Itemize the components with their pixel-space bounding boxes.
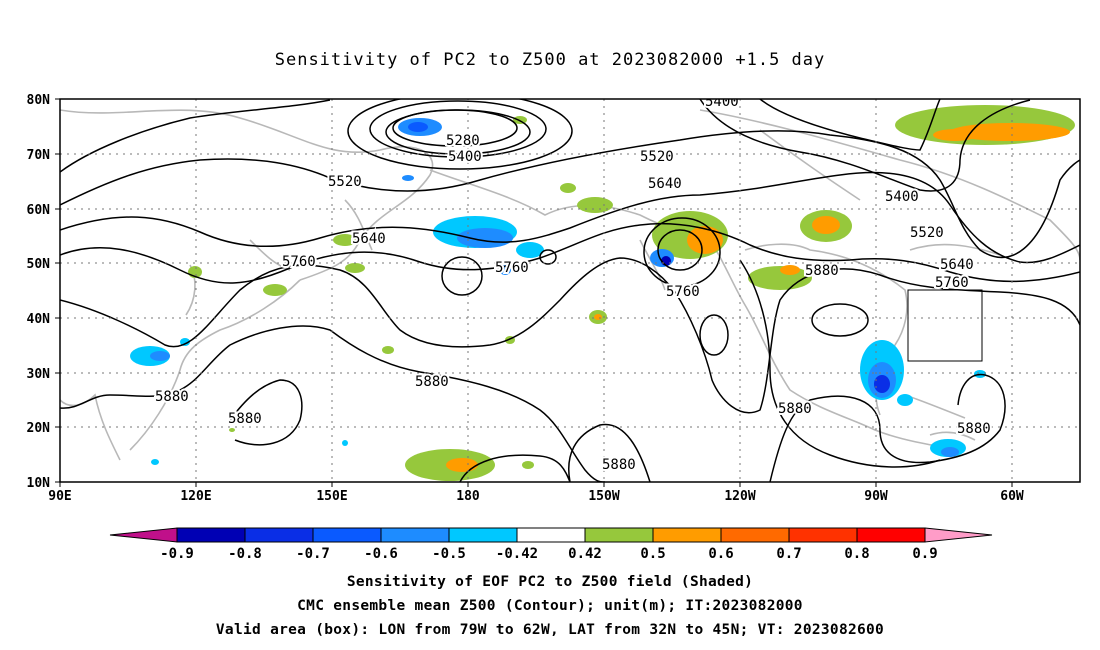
contour-label: 5640: [352, 231, 386, 247]
colorbar-tick-label: -0.5: [432, 546, 466, 562]
colorbar-segment: [312, 527, 382, 543]
lon-label: 150E: [316, 489, 347, 504]
colorbar-tick-label: -0.8: [228, 546, 262, 562]
lat-label: 30N: [27, 367, 51, 382]
contour-label: 5760: [935, 275, 969, 291]
colorbar-tick-label: 0.5: [640, 546, 665, 562]
lon-label: 150W: [588, 489, 619, 504]
colorbar-tick-label: 0.9: [912, 546, 937, 562]
colorbar-tick-label: -0.42: [496, 546, 538, 562]
lat-lon-grid: [60, 99, 1080, 482]
colorbar-tick-label: 0.8: [844, 546, 869, 562]
contour-label: 5880: [228, 411, 262, 427]
lon-label: 120W: [724, 489, 755, 504]
colorbar-tick-label: -0.7: [296, 546, 330, 562]
colorbar-segment: [516, 527, 586, 543]
colorbar-segment: [176, 527, 246, 543]
axis-ticks: [55, 98, 1013, 487]
coastlines: [60, 109, 1080, 461]
colorbar-right-arrow: [924, 527, 993, 543]
contour-label: 5880: [155, 389, 189, 405]
colorbar-tick-label: 0.6: [708, 546, 733, 562]
lon-label: 90W: [864, 489, 888, 504]
map-panel: 5400 5280 5400 5520 5520 5640 5400 5520 …: [60, 94, 1080, 482]
colorbar-tick-label: -0.9: [160, 546, 194, 562]
colorbar-segment: [720, 527, 790, 543]
lon-label: 60W: [1000, 489, 1024, 504]
lat-label: 70N: [27, 148, 51, 163]
lat-label: 60N: [27, 203, 51, 218]
lon-label: 180: [456, 489, 480, 504]
contour-label: 5880: [957, 421, 991, 437]
contour-label: 5760: [282, 254, 316, 270]
map-frame: [59, 98, 1081, 483]
contour-label: 5880: [805, 263, 839, 279]
contour-label: 5280: [446, 133, 480, 149]
colorbar-segment: [584, 527, 654, 543]
lon-label: 120E: [180, 489, 211, 504]
colorbar-segment: [448, 527, 518, 543]
contour-label: 5880: [778, 401, 812, 417]
contour-label: 5520: [640, 149, 674, 165]
colorbar-segment: [652, 527, 722, 543]
contour-label: 5400: [885, 189, 919, 205]
figure-title: Sensitivity of PC2 to Z500 at 2023082000…: [274, 50, 826, 70]
lat-label: 80N: [27, 93, 51, 108]
colorbar-segment: [856, 527, 926, 543]
contour-label: 5640: [648, 176, 682, 192]
lat-label: 40N: [27, 312, 51, 327]
lat-label: 10N: [27, 476, 51, 491]
lon-label: 90E: [48, 489, 71, 504]
colorbar-segment: [788, 527, 858, 543]
colorbar-tick-label: 0.7: [776, 546, 801, 562]
colorbar-tick-label: -0.6: [364, 546, 398, 562]
colorbar-segment: [244, 527, 314, 543]
z500-contours: [60, 99, 1080, 482]
contour-label: 5760: [666, 284, 700, 300]
contour-label: 5400: [705, 94, 739, 110]
colorbar-tick-label: 0.42: [568, 546, 602, 562]
contour-label: 5520: [910, 225, 944, 241]
lat-label: 50N: [27, 257, 51, 272]
caption-shading: Sensitivity of EOF PC2 to Z500 field (Sh…: [346, 574, 754, 590]
caption-contour: CMC ensemble mean Z500 (Contour); unit(m…: [297, 598, 803, 614]
valid-area-box: [907, 289, 983, 362]
contour-label: 5520: [328, 174, 362, 190]
contour-labels: 5400 5280 5400 5520 5520 5640 5400 5520 …: [153, 94, 993, 475]
colorbar: -0.9 -0.8 -0.7 -0.6 -0.5 -0.42 0.42 0.5 0.6 0.7 0.…: [109, 527, 993, 562]
contour-label: 5880: [602, 457, 636, 473]
colorbar-segment: [380, 527, 450, 543]
longitude-labels: 90E 120E 150E 180 150W 120W 90W 60W: [48, 489, 1024, 504]
caption-valid-area: Valid area (box): LON from 79W to 62W, L…: [215, 622, 885, 638]
contour-label: 5760: [495, 260, 529, 276]
contour-label: 5400: [448, 149, 482, 165]
contour-label: 5880: [415, 374, 449, 390]
colorbar-left-arrow: [109, 527, 178, 543]
lat-label: 20N: [27, 421, 51, 436]
contour-label: 5640: [940, 257, 974, 273]
latitude-labels: 80N 70N 60N 50N 40N 30N 20N 10N: [27, 93, 51, 491]
